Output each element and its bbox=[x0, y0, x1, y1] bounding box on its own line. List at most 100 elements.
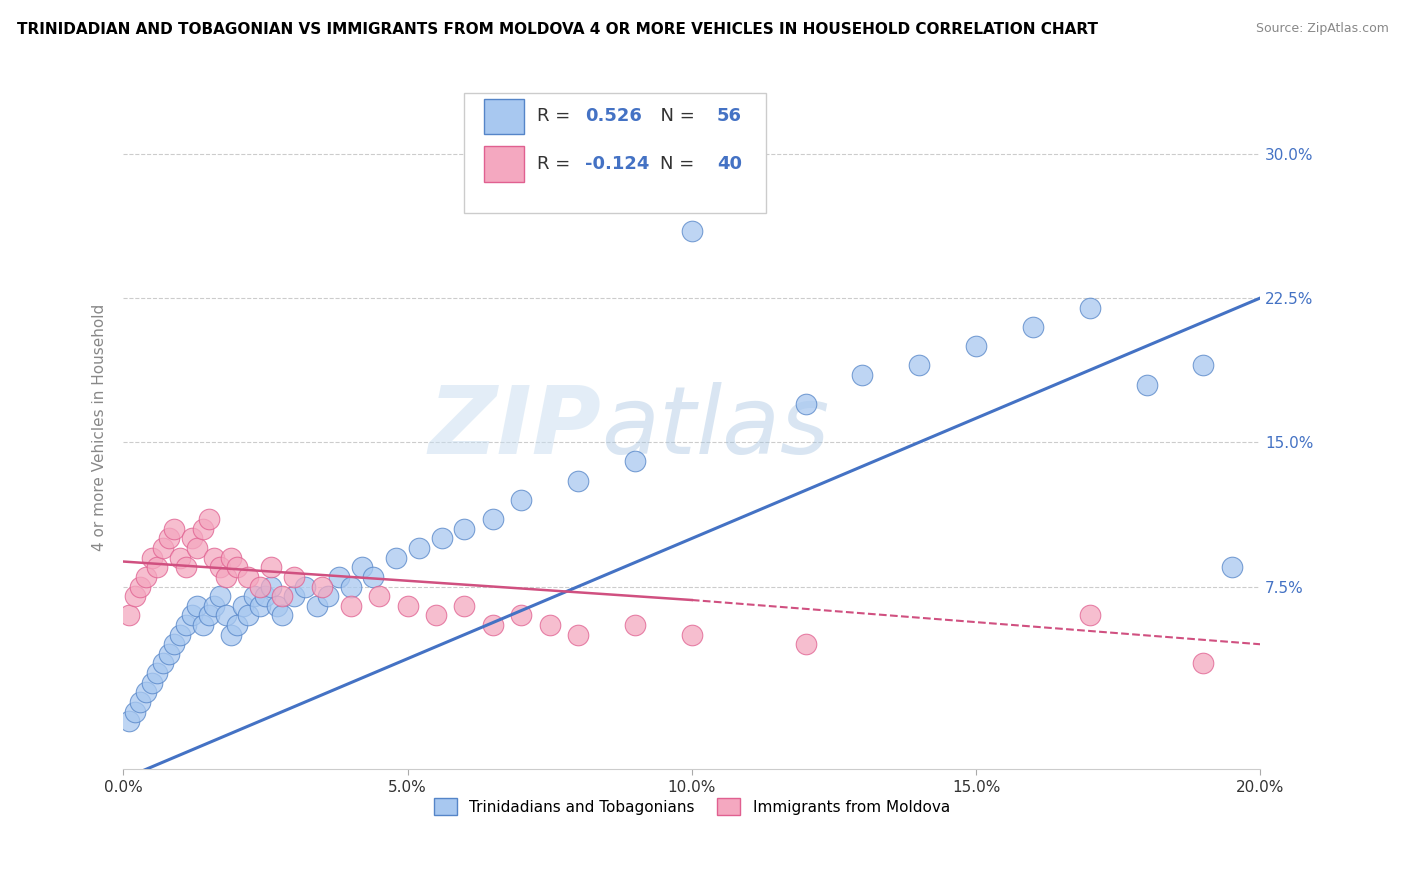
FancyBboxPatch shape bbox=[484, 99, 523, 134]
Point bbox=[243, 589, 266, 603]
Point bbox=[214, 608, 236, 623]
Point bbox=[1022, 319, 1045, 334]
Text: atlas: atlas bbox=[600, 383, 830, 474]
Text: R =: R = bbox=[537, 107, 576, 126]
Point bbox=[152, 657, 174, 671]
Point bbox=[186, 599, 208, 613]
Point bbox=[186, 541, 208, 555]
Point bbox=[396, 599, 419, 613]
Point bbox=[271, 608, 294, 623]
Point bbox=[624, 454, 647, 468]
Point bbox=[124, 705, 146, 719]
Point bbox=[226, 560, 249, 574]
Text: R =: R = bbox=[537, 155, 576, 173]
Text: 56: 56 bbox=[717, 107, 742, 126]
Point bbox=[191, 618, 214, 632]
Point bbox=[118, 714, 141, 729]
Point bbox=[482, 618, 505, 632]
Text: N =: N = bbox=[648, 107, 700, 126]
Point bbox=[191, 522, 214, 536]
Point bbox=[709, 156, 731, 170]
Point bbox=[453, 522, 475, 536]
Point bbox=[169, 627, 191, 641]
Point bbox=[232, 599, 254, 613]
Point bbox=[249, 599, 271, 613]
Point bbox=[1078, 301, 1101, 315]
Point bbox=[152, 541, 174, 555]
Text: 0.526: 0.526 bbox=[585, 107, 641, 126]
Point bbox=[124, 589, 146, 603]
Point bbox=[794, 397, 817, 411]
Point bbox=[129, 695, 152, 709]
Point bbox=[238, 570, 260, 584]
Point bbox=[430, 532, 453, 546]
Point bbox=[266, 599, 288, 613]
Point bbox=[174, 618, 197, 632]
Point bbox=[352, 560, 374, 574]
Point bbox=[238, 608, 260, 623]
Point bbox=[1192, 657, 1215, 671]
Point bbox=[214, 570, 236, 584]
Point bbox=[141, 675, 163, 690]
Text: ZIP: ZIP bbox=[427, 382, 600, 474]
Point bbox=[221, 627, 243, 641]
Point bbox=[567, 627, 589, 641]
Point bbox=[283, 589, 305, 603]
Point bbox=[208, 560, 231, 574]
Point bbox=[163, 522, 186, 536]
Point bbox=[249, 580, 271, 594]
FancyBboxPatch shape bbox=[484, 146, 523, 182]
Point bbox=[202, 599, 225, 613]
Point bbox=[271, 589, 294, 603]
Point bbox=[737, 146, 759, 161]
Point bbox=[141, 550, 163, 565]
Point bbox=[339, 599, 361, 613]
Point bbox=[202, 550, 225, 565]
Text: TRINIDADIAN AND TOBAGONIAN VS IMMIGRANTS FROM MOLDOVA 4 OR MORE VEHICLES IN HOUS: TRINIDADIAN AND TOBAGONIAN VS IMMIGRANTS… bbox=[17, 22, 1098, 37]
Point bbox=[283, 570, 305, 584]
Point bbox=[254, 589, 277, 603]
Point bbox=[538, 618, 561, 632]
Point bbox=[368, 589, 391, 603]
Point bbox=[260, 560, 283, 574]
Point bbox=[316, 589, 339, 603]
Point bbox=[197, 608, 219, 623]
Point bbox=[1220, 560, 1243, 574]
Point bbox=[851, 368, 873, 382]
Point bbox=[174, 560, 197, 574]
Y-axis label: 4 or more Vehicles in Household: 4 or more Vehicles in Household bbox=[93, 304, 107, 551]
Text: 40: 40 bbox=[717, 155, 742, 173]
Point bbox=[339, 580, 361, 594]
Point bbox=[260, 580, 283, 594]
Point bbox=[681, 627, 703, 641]
Point bbox=[163, 637, 186, 651]
Point bbox=[363, 570, 385, 584]
Point bbox=[157, 647, 180, 661]
Point bbox=[146, 560, 169, 574]
Point bbox=[1192, 359, 1215, 373]
Point bbox=[305, 599, 328, 613]
Point bbox=[294, 580, 316, 594]
Point bbox=[567, 474, 589, 488]
Point bbox=[908, 359, 931, 373]
Point bbox=[208, 589, 231, 603]
Point bbox=[624, 618, 647, 632]
Point bbox=[1136, 377, 1159, 392]
Point bbox=[510, 493, 533, 508]
Point bbox=[311, 580, 333, 594]
Point bbox=[482, 512, 505, 526]
Point bbox=[180, 532, 202, 546]
Text: Source: ZipAtlas.com: Source: ZipAtlas.com bbox=[1256, 22, 1389, 36]
Point bbox=[129, 580, 152, 594]
Point bbox=[681, 224, 703, 238]
Point bbox=[385, 550, 408, 565]
Point bbox=[146, 666, 169, 681]
FancyBboxPatch shape bbox=[464, 93, 766, 212]
Text: N =: N = bbox=[659, 155, 700, 173]
Legend: Trinidadians and Tobagonians, Immigrants from Moldova: Trinidadians and Tobagonians, Immigrants… bbox=[426, 790, 957, 823]
Point bbox=[453, 599, 475, 613]
Point bbox=[965, 339, 987, 353]
Point bbox=[794, 637, 817, 651]
Point bbox=[221, 550, 243, 565]
Point bbox=[180, 608, 202, 623]
